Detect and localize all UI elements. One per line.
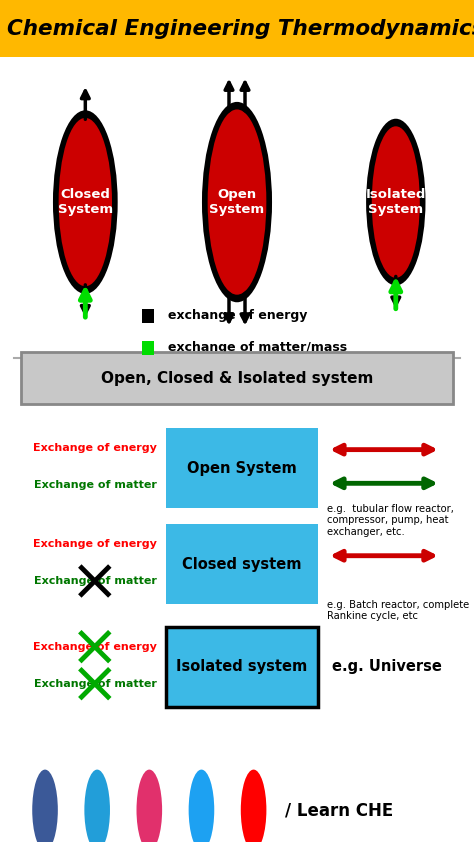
Ellipse shape [202, 102, 272, 302]
Ellipse shape [241, 770, 266, 842]
Text: Exchange of matter: Exchange of matter [34, 679, 156, 689]
Ellipse shape [32, 770, 58, 842]
Text: Exchange of energy: Exchange of energy [33, 642, 156, 652]
Bar [0, 0, 474, 57]
Ellipse shape [137, 770, 162, 842]
Ellipse shape [366, 119, 426, 285]
Text: Open System: Open System [187, 461, 297, 476]
Ellipse shape [53, 110, 118, 294]
Ellipse shape [189, 770, 214, 842]
Text: exchange of matter/mass: exchange of matter/mass [168, 341, 347, 354]
Ellipse shape [84, 770, 110, 842]
Bar [166, 428, 318, 508]
Text: Exchange of matter: Exchange of matter [34, 576, 156, 586]
Text: exchange of energy: exchange of energy [168, 309, 307, 322]
FancyBboxPatch shape [21, 352, 453, 404]
Bar [166, 524, 318, 604]
Bar [142, 340, 154, 355]
Ellipse shape [59, 118, 112, 286]
Text: / Learn CHE: / Learn CHE [285, 801, 393, 819]
Bar [142, 308, 154, 323]
Text: Isolated system: Isolated system [176, 659, 307, 674]
Text: Open, Closed & Isolated system: Open, Closed & Isolated system [101, 370, 373, 386]
Text: Isolated
System: Isolated System [365, 188, 426, 216]
Text: Closed
System: Closed System [58, 188, 113, 216]
Text: Exchange of energy: Exchange of energy [33, 443, 156, 453]
Text: Closed system: Closed system [182, 557, 301, 572]
Text: Exchange of matter: Exchange of matter [34, 480, 156, 490]
Text: Open
System: Open System [210, 188, 264, 216]
Text: Chemical Engineering Thermodynamics.: Chemical Engineering Thermodynamics. [7, 19, 474, 39]
Text: e.g. Universe: e.g. Universe [332, 659, 442, 674]
Ellipse shape [372, 126, 420, 278]
Text: e.g. Batch reactor, complete
Rankine cycle, etc: e.g. Batch reactor, complete Rankine cyc… [327, 600, 469, 621]
Text: e.g.  tubular flow reactor,
compressor, pump, heat
exchanger, etc.: e.g. tubular flow reactor, compressor, p… [327, 504, 454, 536]
Text: Exchange of energy: Exchange of energy [33, 539, 156, 549]
Ellipse shape [208, 109, 266, 295]
Bar [166, 626, 318, 707]
